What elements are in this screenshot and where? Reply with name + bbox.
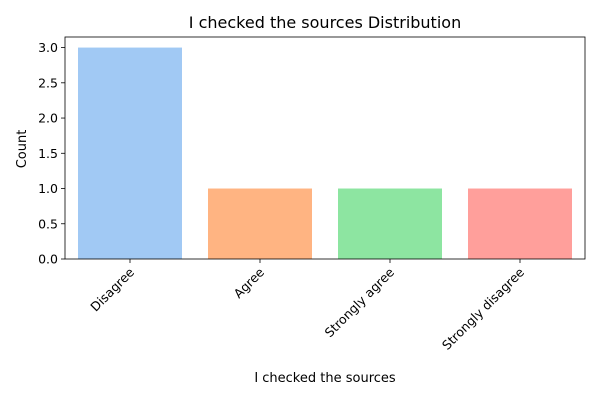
- y-tick-label: 3.0: [38, 40, 58, 55]
- y-tick-label: 0.5: [38, 216, 58, 231]
- y-tick-label: 1.5: [38, 146, 58, 161]
- x-tick-label: Strongly agree: [322, 264, 398, 340]
- x-tick-label: Disagree: [87, 264, 137, 314]
- y-axis: 0.0 0.5 1.0 1.5 2.0 2.5 3.0: [38, 40, 65, 267]
- bar-strongly-disagree: [468, 188, 572, 259]
- x-axis-label: I checked the sources: [254, 371, 396, 386]
- y-tick-label: 2.5: [38, 75, 58, 90]
- y-axis-label: Count: [15, 130, 30, 169]
- plot-frame: [64, 36, 586, 260]
- x-tick-label: Agree: [231, 264, 268, 301]
- bar-agree: [208, 188, 312, 259]
- bars-group: [78, 47, 572, 260]
- y-tick-label: 2.0: [38, 111, 58, 126]
- plot-area: 0.0 0.5 1.0 1.5 2.0 2.5 3.0 Disagree Agree Stron…: [38, 36, 586, 353]
- x-tick-label: Strongly disagree: [439, 264, 527, 352]
- x-axis: Disagree Agree Strongly agree Strongly disa…: [87, 259, 527, 353]
- y-tick-label: 0.0: [38, 252, 58, 267]
- y-tick-label: 1.0: [38, 181, 58, 196]
- bar-strongly-agree: [338, 188, 442, 259]
- bar-disagree: [78, 47, 182, 260]
- chart-title: I checked the sources Distribution: [189, 13, 461, 32]
